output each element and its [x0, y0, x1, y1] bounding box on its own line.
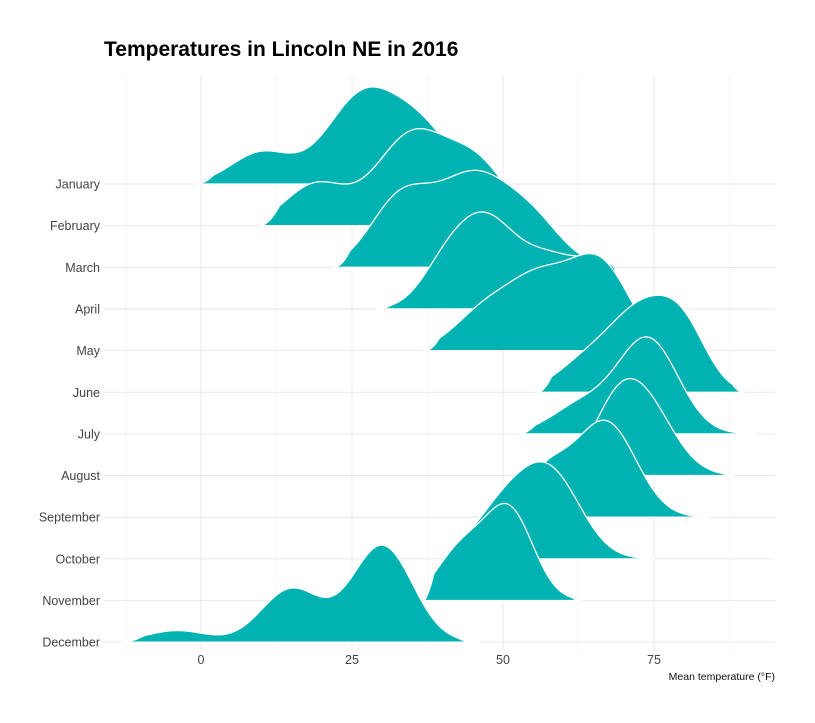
y-tick-label: July — [78, 427, 101, 441]
y-tick-label: February — [50, 219, 101, 233]
y-tick-label: April — [75, 302, 100, 316]
chart-title: Temperatures in Lincoln NE in 2016 — [104, 38, 458, 61]
y-tick-label: June — [73, 386, 100, 400]
x-axis-labels: 0 25 50 75 — [198, 653, 661, 667]
x-tick-label: 0 — [198, 653, 205, 667]
x-tick-label: 50 — [496, 653, 510, 667]
ridge-november — [423, 502, 583, 602]
y-tick-label: November — [42, 594, 100, 608]
y-tick-label: December — [42, 636, 100, 650]
ridge-december — [121, 544, 480, 643]
x-axis-title: Mean temperature (°F) — [669, 671, 775, 683]
y-tick-label: January — [56, 178, 101, 192]
y-tick-label: March — [65, 261, 100, 275]
y-tick-label: October — [56, 552, 100, 566]
x-tick-label: 75 — [647, 653, 661, 667]
y-axis-labels: January February March April May June July Augu… — [39, 178, 101, 650]
y-tick-label: May — [76, 344, 100, 358]
ridges-group — [121, 86, 758, 643]
x-tick-label: 25 — [345, 653, 359, 667]
y-tick-label: August — [61, 469, 100, 483]
y-tick-label: September — [39, 511, 100, 525]
